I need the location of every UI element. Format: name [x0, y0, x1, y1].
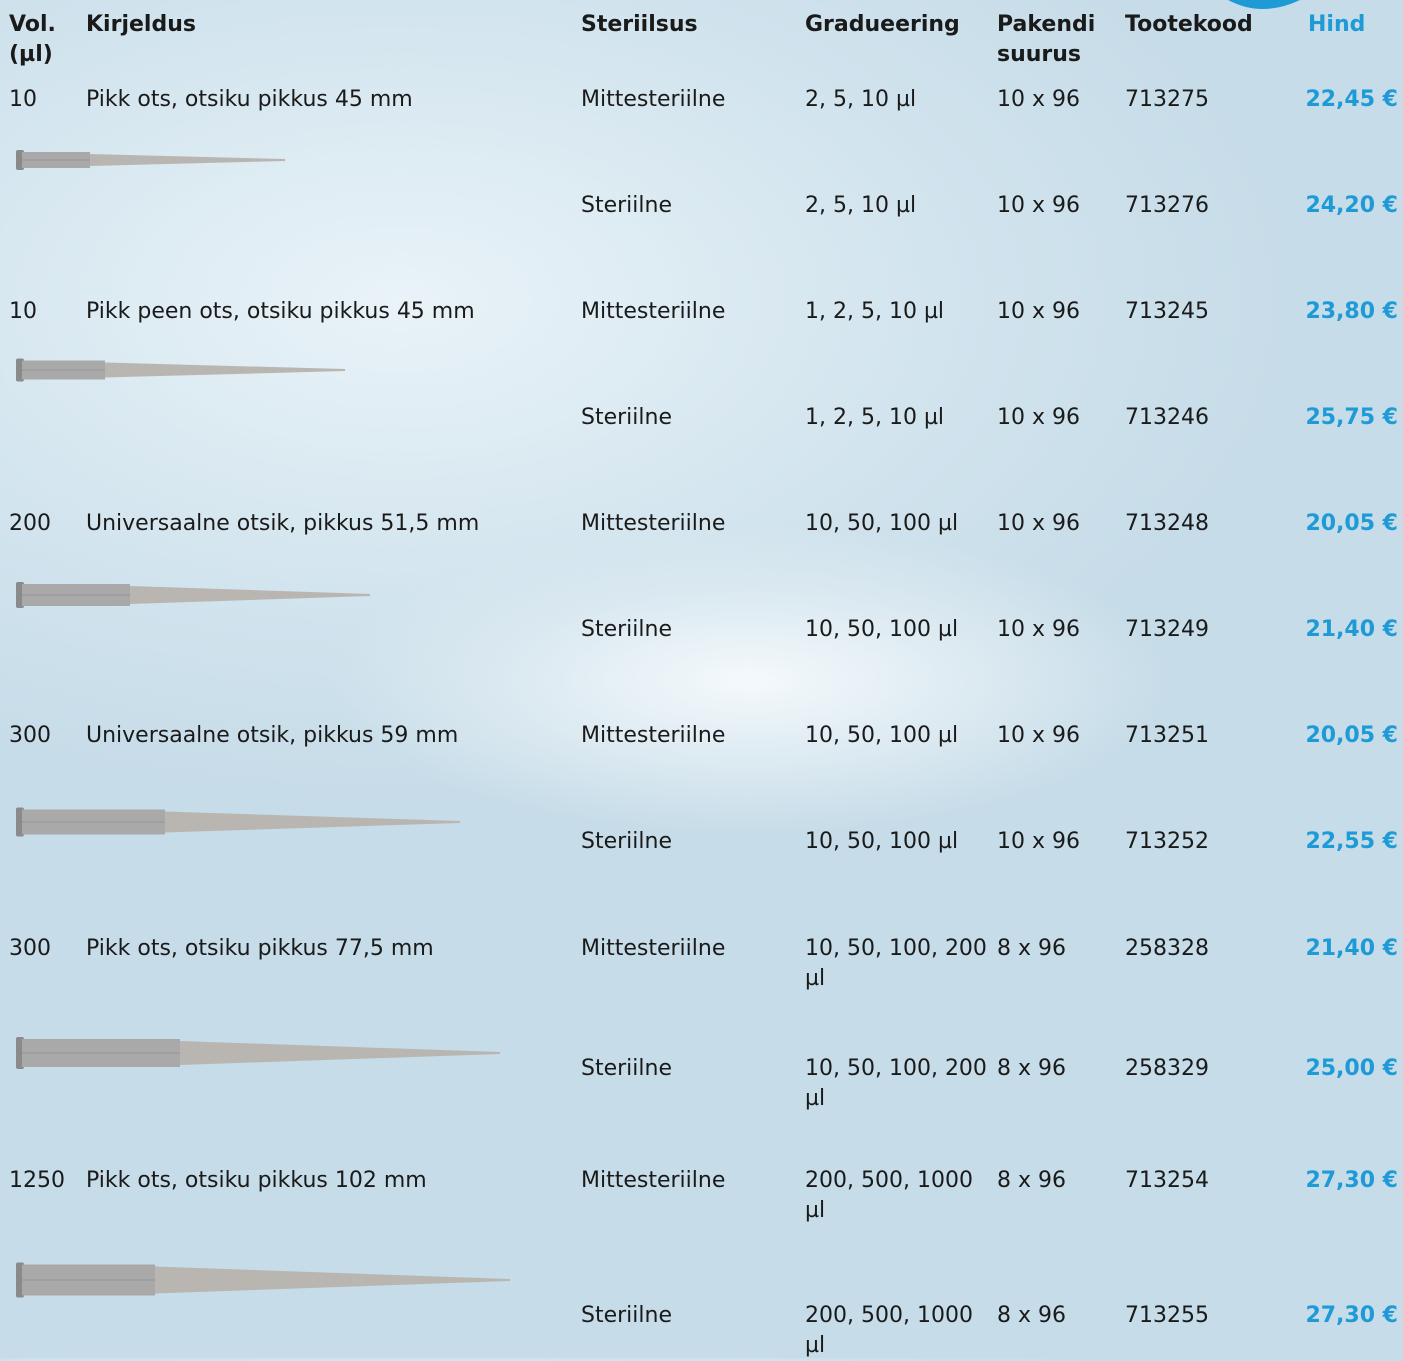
description-header: Kirjeldus — [86, 10, 566, 40]
graduation-header: Gradueering — [805, 10, 993, 40]
price-header: Hind — [1308, 10, 1398, 40]
pack: 10 x 96 — [997, 85, 1080, 115]
code: 713246 — [1125, 403, 1209, 433]
code: 713248 — [1125, 509, 1209, 539]
sterility: Steriilne — [581, 615, 672, 645]
pack: 10 x 96 — [997, 721, 1080, 751]
graduation: 1, 2, 5, 10 µl — [805, 403, 993, 433]
graduation: 10, 50, 100 µl — [805, 721, 993, 751]
code: 713251 — [1125, 721, 1209, 751]
price: 24,20 € — [1278, 191, 1398, 221]
tip-shape — [130, 586, 370, 604]
price: 21,40 € — [1278, 615, 1398, 645]
pack: 8 x 96 — [997, 934, 1066, 964]
description: Universaalne otsik, pikkus 51,5 mm — [86, 509, 479, 539]
graduation: 1, 2, 5, 10 µl — [805, 297, 993, 327]
vol-header: Vol. (µl) — [9, 10, 69, 70]
price: 25,00 € — [1278, 1054, 1398, 1084]
description: Universaalne otsik, pikkus 59 mm — [86, 721, 458, 751]
sterility: Mittesteriilne — [581, 85, 725, 115]
sterility: Mittesteriilne — [581, 297, 725, 327]
tip-shape — [165, 812, 460, 833]
corner-badge — [1228, 0, 1300, 9]
pack: 8 x 96 — [997, 1166, 1066, 1196]
tip-shape — [90, 154, 285, 166]
sterility: Mittesteriilne — [581, 1166, 725, 1196]
vol: 300 — [9, 934, 51, 964]
page: Vol. (µl)KirjeldusSteriilsusGradueeringP… — [0, 0, 1403, 1358]
sterility: Mittesteriilne — [581, 721, 725, 751]
price: 20,05 € — [1278, 721, 1398, 751]
code: 713254 — [1125, 1166, 1209, 1196]
price: 27,30 € — [1278, 1301, 1398, 1331]
price: 22,55 € — [1278, 827, 1398, 857]
price: 23,80 € — [1278, 297, 1398, 327]
description: Pikk ots, otsiku pikkus 77,5 mm — [86, 934, 434, 964]
sterility: Steriilne — [581, 827, 672, 857]
vol: 10 — [9, 297, 37, 327]
vol: 10 — [9, 85, 37, 115]
pack: 8 x 96 — [997, 1301, 1066, 1331]
graduation: 2, 5, 10 µl — [805, 191, 993, 221]
sterility: Steriilne — [581, 1301, 672, 1331]
vol: 1250 — [9, 1166, 65, 1196]
pack: 10 x 96 — [997, 827, 1080, 857]
pack: 10 x 96 — [997, 297, 1080, 327]
description: Pikk ots, otsiku pikkus 45 mm — [86, 85, 413, 115]
vol: 300 — [9, 721, 51, 751]
graduation: 2, 5, 10 µl — [805, 85, 993, 115]
price: 27,30 € — [1278, 1166, 1398, 1196]
tip-shape — [105, 363, 345, 378]
sterility: Steriilne — [581, 403, 672, 433]
code: 258328 — [1125, 934, 1209, 964]
pack-header: Pakendi suurus — [997, 10, 1122, 70]
code: 258329 — [1125, 1054, 1209, 1084]
pack: 10 x 96 — [997, 191, 1080, 221]
graduation: 200, 500, 1000 µl — [805, 1301, 993, 1361]
sterility: Steriilne — [581, 1054, 672, 1084]
description: Pikk ots, otsiku pikkus 102 mm — [86, 1166, 427, 1196]
graduation: 200, 500, 1000 µl — [805, 1166, 993, 1226]
graduation: 10, 50, 100 µl — [805, 509, 993, 539]
code: 713252 — [1125, 827, 1209, 857]
pack: 10 x 96 — [997, 509, 1080, 539]
graduation: 10, 50, 100, 200 µl — [805, 1054, 993, 1114]
code: 713275 — [1125, 85, 1209, 115]
code: 713249 — [1125, 615, 1209, 645]
pack: 8 x 96 — [997, 1054, 1066, 1084]
graduation: 10, 50, 100 µl — [805, 615, 993, 645]
price: 21,40 € — [1278, 934, 1398, 964]
tip-shape — [155, 1267, 510, 1294]
pack: 10 x 96 — [997, 403, 1080, 433]
price: 20,05 € — [1278, 509, 1398, 539]
price: 22,45 € — [1278, 85, 1398, 115]
sterility: Mittesteriilne — [581, 934, 725, 964]
graduation: 10, 50, 100 µl — [805, 827, 993, 857]
price: 25,75 € — [1278, 403, 1398, 433]
code: 713245 — [1125, 297, 1209, 327]
pack: 10 x 96 — [997, 615, 1080, 645]
description: Pikk peen ots, otsiku pikkus 45 mm — [86, 297, 475, 327]
vol: 200 — [9, 509, 51, 539]
sterility: Steriilne — [581, 191, 672, 221]
code-header: Tootekood — [1125, 10, 1295, 40]
tip-shape — [180, 1041, 500, 1065]
graduation: 10, 50, 100, 200 µl — [805, 934, 993, 994]
sterility-header: Steriilsus — [581, 10, 801, 40]
sterility: Mittesteriilne — [581, 509, 725, 539]
code: 713255 — [1125, 1301, 1209, 1331]
code: 713276 — [1125, 191, 1209, 221]
